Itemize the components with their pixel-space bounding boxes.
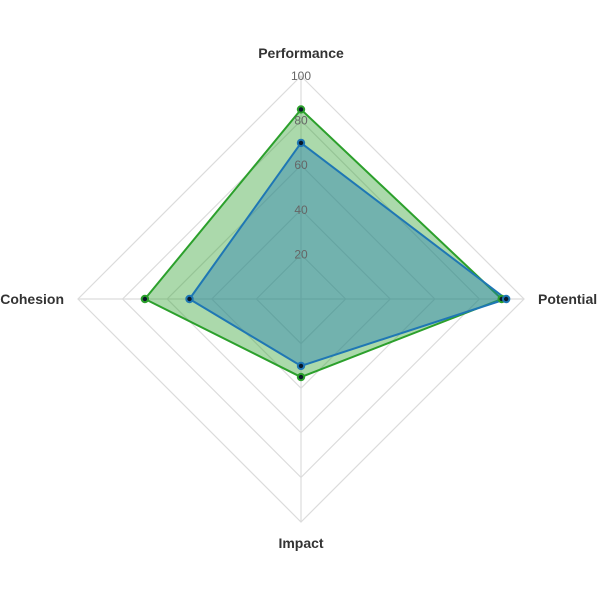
axis-label-layer: Performance Potential Impact Cohesion [0, 45, 597, 551]
axis-label-impact: Impact [278, 535, 323, 551]
series-2-point-performance[interactable] [296, 138, 306, 148]
tick-label-80: 80 [294, 114, 308, 128]
tick-label-100: 100 [291, 69, 311, 83]
tick-label-20: 20 [294, 247, 308, 261]
axis-label-potential: Potential [538, 291, 597, 307]
series-2-point-impact[interactable] [296, 361, 306, 371]
series-1-point-impact[interactable] [296, 372, 306, 382]
tick-label-60: 60 [294, 158, 308, 172]
series-1-point-cohesion[interactable] [140, 294, 150, 304]
series-1-point-performance[interactable] [296, 105, 306, 114]
axis-label-cohesion: Cohesion [0, 291, 64, 307]
axis-label-performance: Performance [258, 45, 344, 61]
tick-label-40: 40 [294, 203, 308, 217]
series-layer [140, 105, 511, 382]
series-2-point-cohesion[interactable] [185, 294, 194, 304]
series-2-point-potential[interactable] [501, 294, 511, 304]
tick-layer: 20 40 60 80 100 [291, 69, 311, 261]
grid-layer [77, 75, 525, 523]
